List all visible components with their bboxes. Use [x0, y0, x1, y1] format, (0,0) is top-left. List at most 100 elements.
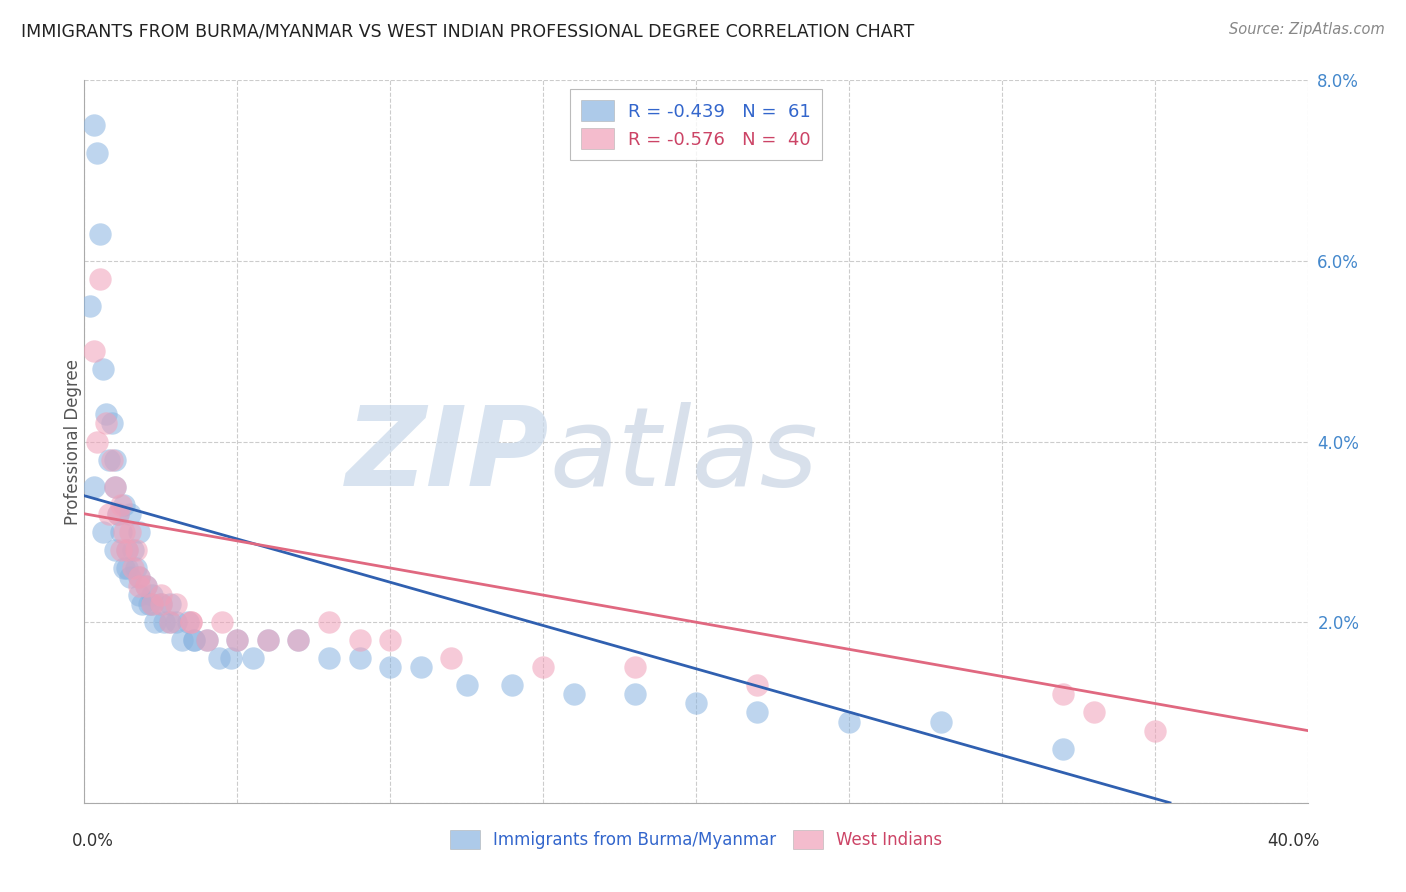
- Text: atlas: atlas: [550, 402, 818, 509]
- Point: [1052, 741, 1074, 756]
- Point: [349, 651, 371, 665]
- Point: [141, 597, 163, 611]
- Point: [172, 633, 194, 648]
- Point: [624, 660, 647, 674]
- Point: [128, 579, 150, 593]
- Point: [143, 615, 166, 630]
- Point: [562, 687, 585, 701]
- Point: [79, 299, 101, 313]
- Point: [226, 633, 249, 648]
- Point: [91, 362, 114, 376]
- Point: [125, 561, 148, 575]
- Point: [183, 633, 205, 648]
- Point: [1052, 687, 1074, 701]
- Point: [107, 507, 129, 521]
- Point: [135, 579, 157, 593]
- Point: [120, 524, 142, 539]
- Point: [624, 687, 647, 701]
- Point: [89, 227, 111, 241]
- Legend: Immigrants from Burma/Myanmar, West Indians: Immigrants from Burma/Myanmar, West Indi…: [440, 821, 952, 860]
- Point: [141, 597, 163, 611]
- Point: [1083, 706, 1105, 720]
- Point: [531, 660, 554, 674]
- Point: [149, 588, 172, 602]
- Point: [211, 615, 233, 630]
- Point: [502, 678, 524, 692]
- Point: [747, 706, 769, 720]
- Point: [112, 524, 135, 539]
- Text: 0.0%: 0.0%: [72, 831, 114, 850]
- Point: [97, 507, 120, 521]
- Point: [110, 498, 132, 512]
- Text: Source: ZipAtlas.com: Source: ZipAtlas.com: [1229, 22, 1385, 37]
- Point: [83, 480, 105, 494]
- Point: [183, 633, 205, 648]
- Point: [195, 633, 218, 648]
- Point: [120, 570, 142, 584]
- Point: [131, 597, 153, 611]
- Point: [110, 524, 132, 539]
- Point: [101, 417, 124, 431]
- Point: [94, 417, 117, 431]
- Point: [747, 678, 769, 692]
- Point: [226, 633, 249, 648]
- Y-axis label: Professional Degree: Professional Degree: [65, 359, 82, 524]
- Point: [287, 633, 309, 648]
- Point: [287, 633, 309, 648]
- Point: [165, 597, 187, 611]
- Point: [153, 615, 176, 630]
- Point: [138, 597, 160, 611]
- Point: [409, 660, 432, 674]
- Point: [219, 651, 242, 665]
- Point: [120, 507, 142, 521]
- Point: [440, 651, 463, 665]
- Point: [83, 119, 105, 133]
- Point: [104, 480, 127, 494]
- Point: [208, 651, 231, 665]
- Point: [101, 452, 124, 467]
- Point: [242, 651, 264, 665]
- Point: [380, 633, 402, 648]
- Point: [159, 597, 181, 611]
- Point: [135, 579, 157, 593]
- Point: [122, 542, 145, 557]
- Text: IMMIGRANTS FROM BURMA/MYANMAR VS WEST INDIAN PROFESSIONAL DEGREE CORRELATION CHA: IMMIGRANTS FROM BURMA/MYANMAR VS WEST IN…: [21, 22, 914, 40]
- Point: [141, 588, 163, 602]
- Point: [349, 633, 371, 648]
- Point: [838, 714, 860, 729]
- Point: [112, 561, 135, 575]
- Point: [257, 633, 280, 648]
- Point: [115, 542, 138, 557]
- Point: [380, 660, 402, 674]
- Point: [177, 615, 200, 630]
- Point: [149, 597, 172, 611]
- Point: [110, 542, 132, 557]
- Point: [115, 542, 138, 557]
- Text: ZIP: ZIP: [346, 402, 550, 509]
- Point: [104, 542, 127, 557]
- Point: [128, 524, 150, 539]
- Point: [128, 588, 150, 602]
- Point: [115, 561, 138, 575]
- Point: [149, 597, 172, 611]
- Point: [318, 651, 340, 665]
- Point: [180, 615, 202, 630]
- Point: [91, 524, 114, 539]
- Point: [86, 145, 108, 160]
- Point: [685, 697, 707, 711]
- Point: [86, 434, 108, 449]
- Point: [456, 678, 478, 692]
- Point: [122, 561, 145, 575]
- Point: [112, 498, 135, 512]
- Point: [128, 570, 150, 584]
- Point: [180, 615, 202, 630]
- Point: [159, 615, 181, 630]
- Point: [318, 615, 340, 630]
- Point: [107, 507, 129, 521]
- Point: [128, 570, 150, 584]
- Point: [125, 542, 148, 557]
- Point: [83, 344, 105, 359]
- Text: 40.0%: 40.0%: [1267, 831, 1320, 850]
- Point: [195, 633, 218, 648]
- Point: [159, 615, 181, 630]
